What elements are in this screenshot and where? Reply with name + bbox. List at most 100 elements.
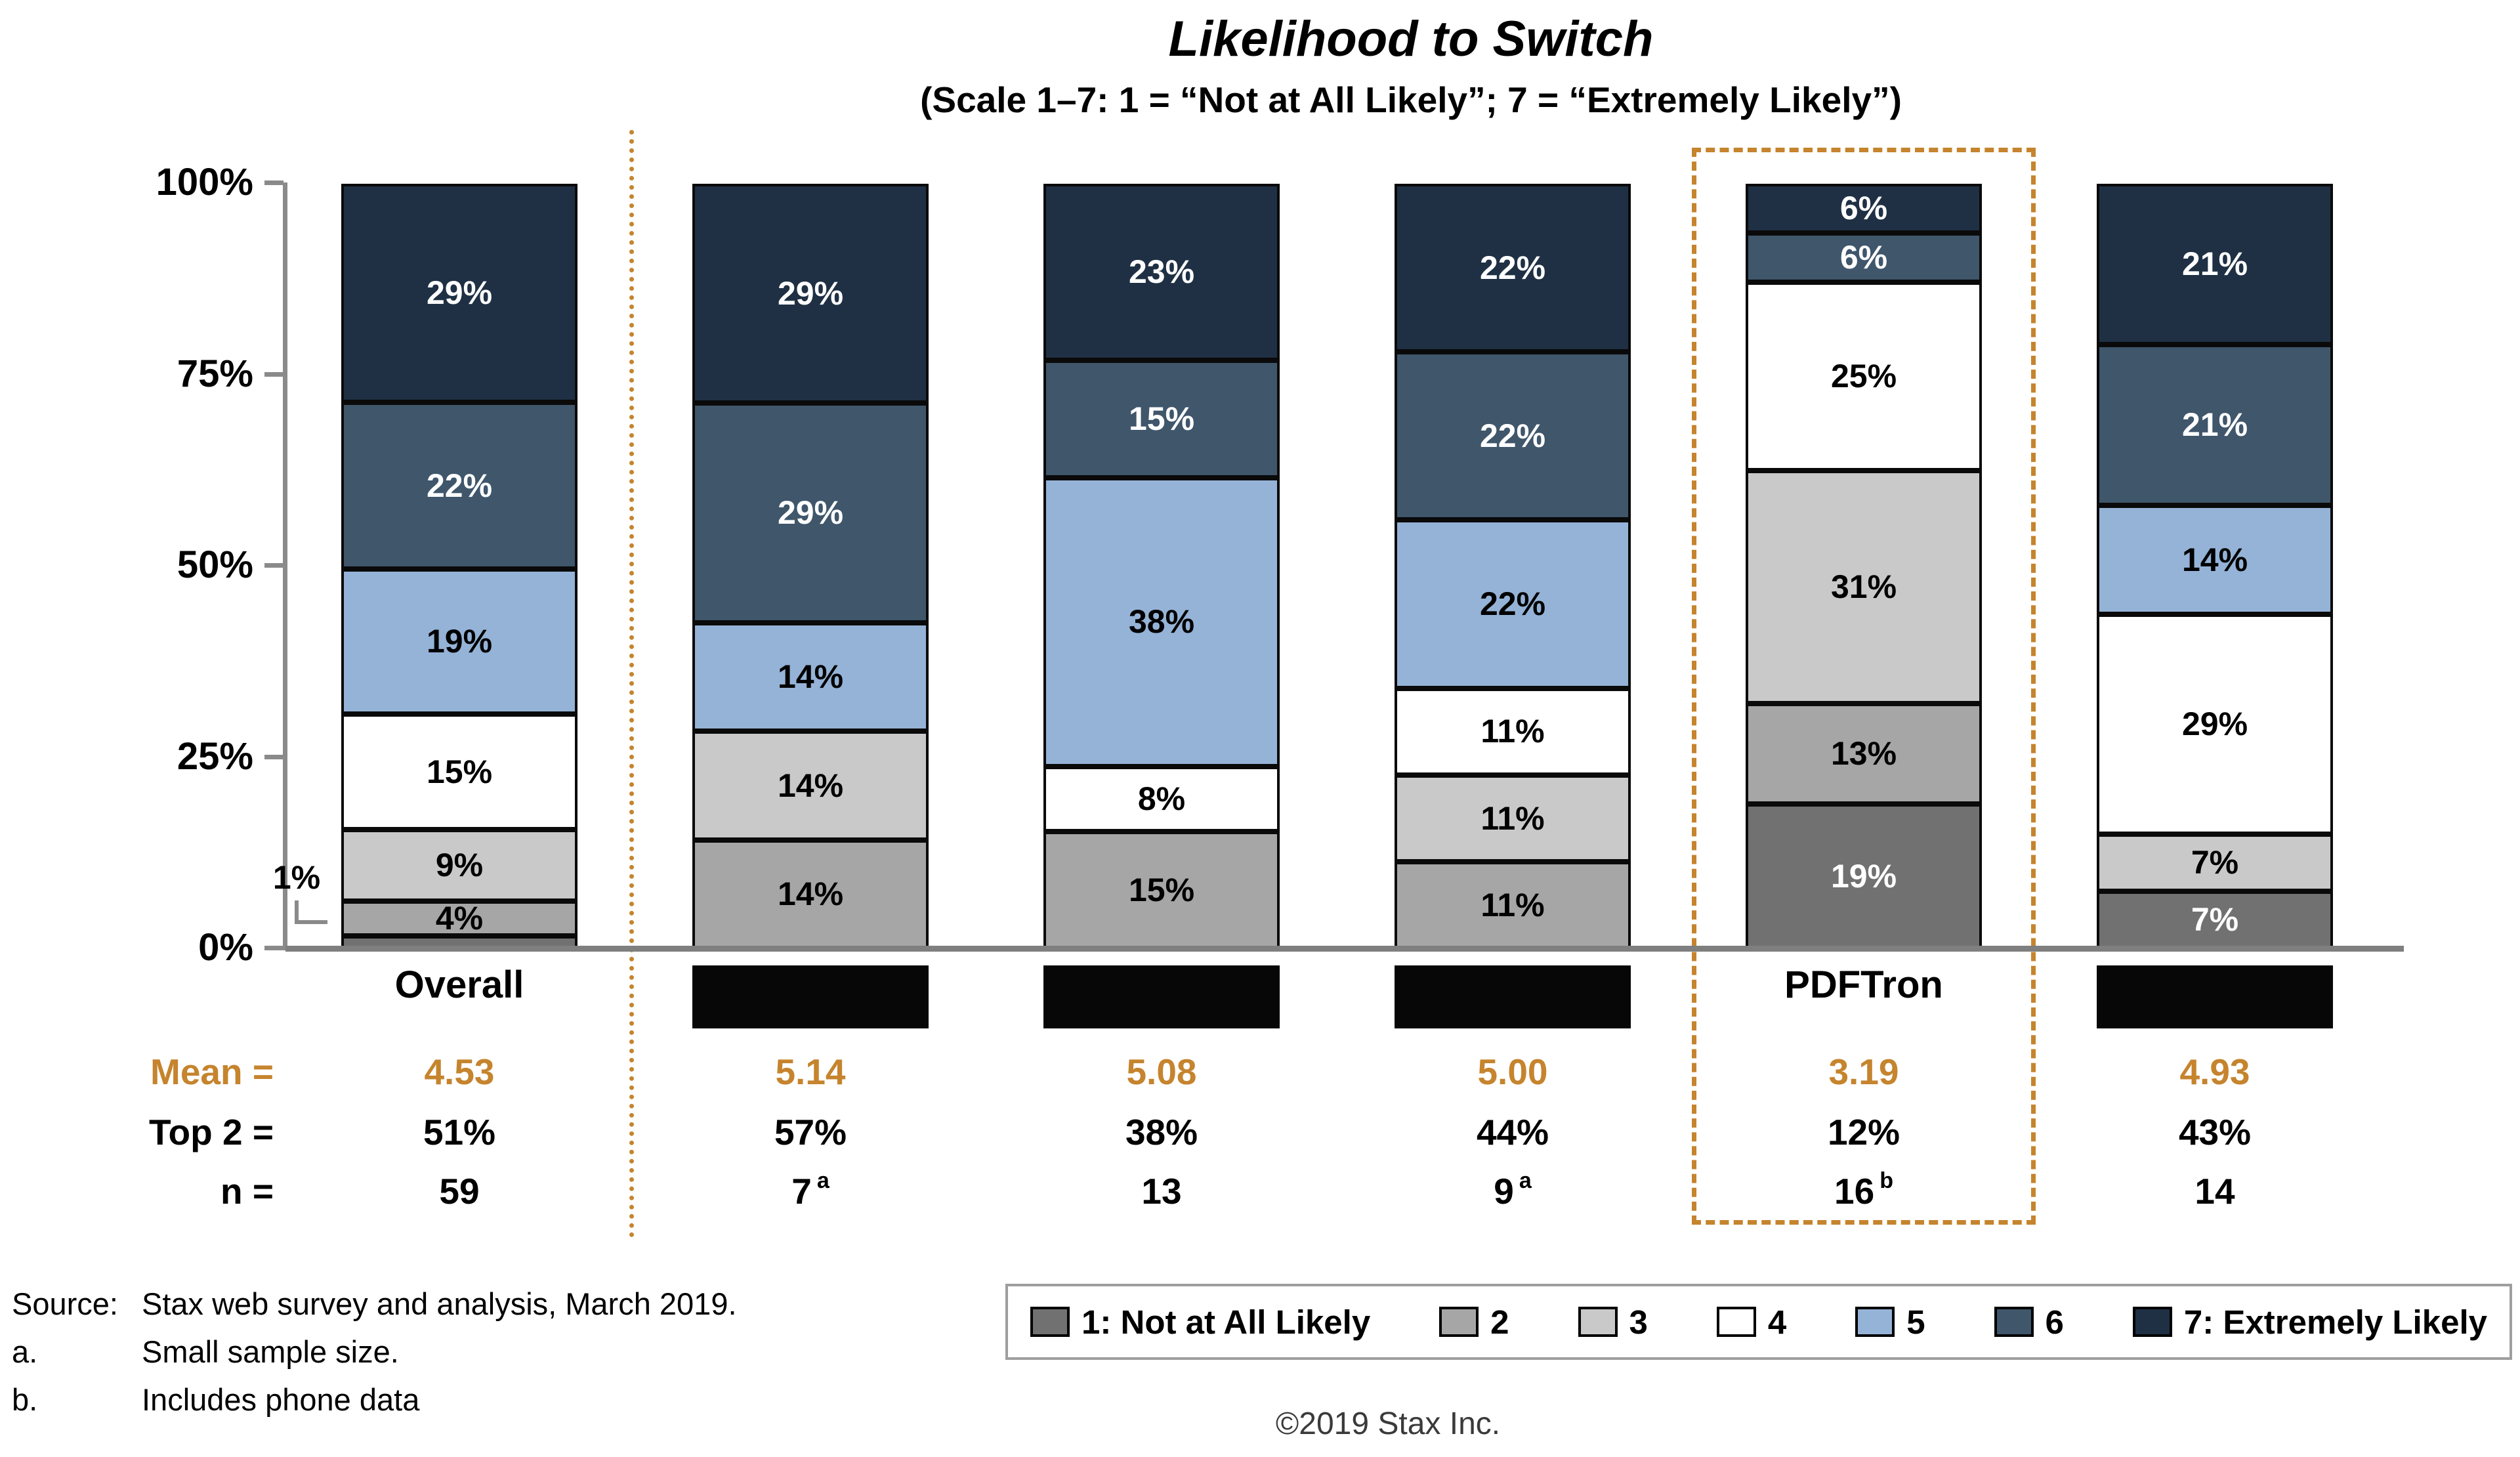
n-footnote-marker: a — [816, 1168, 830, 1193]
redaction-box — [1043, 965, 1280, 1028]
top2-value: 51% — [423, 1112, 496, 1152]
bar-segment: 25% — [1746, 282, 1982, 471]
one-percent-callout-label: 1% — [272, 859, 321, 896]
mean-row-label: Mean = — [150, 1051, 274, 1092]
category-label: Overall — [394, 963, 524, 1006]
bar-segment-value: 31% — [1830, 568, 1897, 606]
legend-item: 2 — [1439, 1303, 1509, 1341]
bar-segment-value: 21% — [2181, 245, 2248, 283]
mean-value: 3.19 — [1828, 1051, 1899, 1092]
bar-segment: 19% — [1746, 803, 1982, 948]
mean-value: 5.00 — [1477, 1051, 1548, 1092]
x-axis-baseline — [285, 946, 2404, 952]
bar-segment: 29% — [692, 184, 929, 404]
y-axis-tick — [264, 371, 284, 377]
bar-segment-value: 19% — [426, 623, 493, 660]
n-value: 59 — [439, 1171, 480, 1212]
bar-segment-value: 14% — [2181, 541, 2248, 578]
bar-segment: 29% — [341, 184, 578, 402]
mean-value: 4.93 — [2179, 1051, 2250, 1092]
stacked-bar-column-overall: 4% 9% 15% 19% 22% 29% — [341, 184, 578, 948]
bar-segment-value: 29% — [426, 274, 493, 312]
y-axis-tick — [264, 180, 284, 185]
bar-segment: 8% — [1043, 766, 1280, 832]
bar-segment: 19% — [341, 569, 578, 715]
bar-segment-value: 14% — [777, 767, 844, 804]
bar-segment-value: 25% — [1830, 358, 1897, 395]
bar-segment-value: 13% — [1830, 734, 1897, 772]
bar-segment-value: 4% — [435, 900, 484, 937]
bar-segment-value: 23% — [1128, 253, 1195, 291]
bar-segment-value: 6% — [1839, 239, 1888, 276]
legend-label: 1: Not at All Likely — [1082, 1303, 1371, 1341]
stacked-bar-column-2: 14% 14% 14% 29% 29% — [692, 184, 929, 948]
y-axis-tick-label: 75% — [177, 352, 253, 395]
legend-label: 7: Extremely Likely — [2183, 1303, 2487, 1341]
bar-segment: 4% — [341, 900, 578, 937]
bar-segment-value: 15% — [1128, 871, 1195, 908]
footnote-marker: Source: — [12, 1286, 118, 1321]
legend-swatch-r7 — [2132, 1307, 2172, 1337]
bar-segment-value: 9% — [435, 847, 484, 884]
bar-segment: 11% — [1395, 861, 1631, 948]
bar-segment-value: 22% — [1479, 585, 1546, 623]
stacked-bar-chart: Mean = Top 2 = n = 4% 9% 15% 19% 22% 29% Overa… — [0, 148, 2333, 1225]
top2-value: 43% — [2178, 1112, 2252, 1152]
bar-segment: 23% — [1043, 184, 1280, 361]
top2-value: 12% — [1827, 1112, 1900, 1152]
redaction-box — [692, 965, 929, 1028]
top2-value: 38% — [1125, 1112, 1198, 1152]
footnote-text: Stax web survey and analysis, March 2019… — [142, 1286, 737, 1321]
bar-segment-value: 15% — [426, 753, 493, 790]
legend-label: 4 — [1767, 1303, 1787, 1341]
bar-segment-value: 22% — [1479, 249, 1546, 286]
page-title: Likelihood to Switch — [1168, 11, 1654, 67]
y-axis-tick — [264, 563, 284, 568]
legend-label: 3 — [1629, 1303, 1648, 1341]
bar-segment-value: 14% — [777, 876, 844, 912]
bar-segment-value: 22% — [1479, 417, 1546, 455]
bar-segment-value: 19% — [1830, 857, 1897, 895]
bar-segment-value: 6% — [1839, 190, 1888, 227]
y-axis-tick-label: 25% — [177, 734, 253, 778]
legend-item: 3 — [1578, 1303, 1648, 1341]
copyright-footer: ©2019 Stax Inc. — [1275, 1406, 1501, 1441]
bar-segment: 22% — [1395, 184, 1631, 352]
bar-segment: 31% — [1746, 471, 1982, 704]
bar-segment-value: 7% — [2191, 901, 2239, 939]
bar-segment: 22% — [1395, 352, 1631, 520]
bar-segment: 15% — [1043, 360, 1280, 478]
bar-segment-value: 7% — [2191, 844, 2239, 881]
bar-segment: 29% — [2097, 614, 2333, 835]
legend-item: 7: Extremely Likely — [2132, 1303, 2487, 1341]
bar-segment: 22% — [341, 402, 578, 570]
n-row-label: n = — [220, 1171, 274, 1212]
stacked-bar-column-6: 7% 7% 29% 14% 21% 21% — [2097, 184, 2333, 948]
bar-segment-value: 29% — [777, 274, 844, 312]
bar-segment: 21% — [2097, 184, 2333, 345]
n-footnote-marker: a — [1519, 1168, 1532, 1193]
legend-swatch-r4 — [1716, 1307, 1756, 1337]
category-label: PDFTron — [1784, 963, 1943, 1006]
one-percent-callout-elbow — [295, 900, 327, 924]
legend-label: 6 — [2045, 1303, 2064, 1341]
bar-segment: 15% — [341, 714, 578, 830]
footnote-row: b. Includes phone data — [12, 1376, 737, 1424]
footnote-row: a. Small sample size. — [12, 1328, 737, 1376]
category-label-redacted — [692, 948, 929, 1040]
redaction-box — [1395, 965, 1631, 1028]
bar-segment: 9% — [341, 830, 578, 901]
bar-segment: 7% — [2097, 891, 2333, 948]
footnote-row: Source: Stax web survey and analysis, Mar… — [12, 1280, 737, 1328]
bar-segment-value: 38% — [1128, 603, 1195, 641]
bar-segment: 21% — [2097, 344, 2333, 505]
top2-value: 44% — [1476, 1112, 1549, 1152]
legend-item: 4 — [1716, 1303, 1787, 1341]
legend-swatch-r1 — [1030, 1307, 1070, 1337]
top2-value: 57% — [774, 1112, 847, 1152]
redaction-box — [2097, 965, 2333, 1028]
top2-row-label: Top 2 = — [149, 1112, 274, 1152]
bar-segment: 6% — [1746, 233, 1982, 283]
legend-swatch-r2 — [1439, 1307, 1479, 1337]
